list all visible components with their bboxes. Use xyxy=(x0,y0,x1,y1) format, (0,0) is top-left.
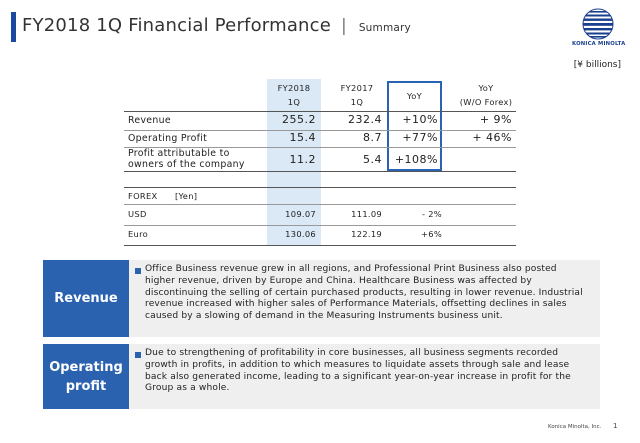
bullet-icon xyxy=(135,352,141,358)
header-fy2017-line2: 1Q xyxy=(350,97,364,107)
forex-usd-fy2017: 111.09 xyxy=(351,209,382,219)
forex-euro-yoy: +6% xyxy=(420,229,442,239)
forex-header-unit: [Yen] xyxy=(175,191,198,201)
operating-profit-panel-text: Due to strengthening of profitability in… xyxy=(145,348,595,395)
company-logo: KONICA MINOLTA xyxy=(572,8,626,52)
forex-header-rule xyxy=(124,204,516,205)
forex-euro-fy2017: 122.19 xyxy=(351,229,382,239)
row-revenue-fy2017: 232.4 xyxy=(348,113,382,126)
revenue-text-line: higher revenue, driven by Europe and Chi… xyxy=(145,275,532,286)
forex-euro-fy2018: 130.06 xyxy=(285,229,316,239)
row-profit-owners-label-line1: Profit attributable to xyxy=(128,148,230,159)
forex-header-label: FOREX xyxy=(128,191,158,201)
operating-profit-text-line: Group as a whole. xyxy=(145,383,230,394)
header-fy2018-line1: FY2018 xyxy=(277,83,311,93)
table-header-rule xyxy=(124,111,516,112)
header-fy2017-line1: FY2017 xyxy=(340,83,374,93)
operating-profit-text-line: Due to strengthening of profitability in… xyxy=(145,348,559,358)
row-operating-profit-yoy-forex: + 46% xyxy=(472,131,512,144)
row-revenue-yoy: +10% xyxy=(402,113,438,126)
header-yoy-forex-line1: YoY xyxy=(478,83,494,93)
row-profit-owners-label-line2: owners of the company xyxy=(128,159,245,170)
page-subtitle: Summary xyxy=(358,22,411,34)
forex-top-rule xyxy=(124,187,516,188)
header-yoy: YoY xyxy=(406,91,422,101)
fy2018-column-highlight xyxy=(267,79,321,246)
row-operating-profit-yoy: +77% xyxy=(402,131,438,144)
revenue-panel-text: Office Business revenue grew in all regi… xyxy=(145,264,595,323)
row-divider xyxy=(124,130,516,131)
forex-usd-fy2018: 109.07 xyxy=(285,209,316,219)
forex-euro-label: Euro xyxy=(128,229,149,239)
revenue-panel-label-text: Revenue xyxy=(54,291,118,306)
title-bar: FY2018 1Q Financial Performance | Summar… xyxy=(0,0,640,56)
row-divider xyxy=(124,147,516,148)
forex-usd-label: USD xyxy=(128,209,147,219)
operating-profit-label-line2: profit xyxy=(65,378,107,394)
revenue-panel-label: Revenue xyxy=(43,260,129,337)
title-accent-bar xyxy=(11,12,16,42)
table-bottom-rule xyxy=(124,171,516,172)
globe-logo-icon xyxy=(582,8,614,40)
title-separator: | xyxy=(340,16,347,36)
operating-profit-panel-label: Operating profit xyxy=(43,344,129,409)
row-operating-profit-label: Operating Profit xyxy=(128,133,208,144)
row-operating-profit-fy2017: 8.7 xyxy=(363,131,382,144)
row-revenue-fy2018: 255.2 xyxy=(282,113,316,126)
row-revenue-yoy-forex: + 9% xyxy=(479,113,512,126)
operating-profit-text-line: growth in profits, in addition to which … xyxy=(145,359,570,370)
revenue-text-line: discontinuing the selling of certain pur… xyxy=(145,287,583,298)
page-title: FY2018 1Q Financial Performance | Summar… xyxy=(22,15,411,36)
page-number: 1 xyxy=(613,422,618,430)
yoy-highlight-box xyxy=(387,81,442,171)
revenue-text-line: Office Business revenue grew in all regi… xyxy=(145,264,557,274)
forex-usd-yoy: - 2% xyxy=(422,209,442,219)
row-divider xyxy=(124,225,516,226)
bullet-icon xyxy=(135,268,141,274)
forex-bottom-rule xyxy=(124,245,516,246)
header-yoy-forex-line2: (W/O Forex) xyxy=(459,97,513,107)
row-revenue-label: Revenue xyxy=(128,115,171,126)
logo-wordmark: KONICA MINOLTA xyxy=(572,41,626,47)
footer-company: Konica Minolta, Inc. xyxy=(548,424,602,430)
row-profit-owners-fy2018: 11.2 xyxy=(289,153,316,166)
revenue-text-line: caused by a slowing of demand in the Mea… xyxy=(145,311,503,322)
title-text: FY2018 1Q Financial Performance xyxy=(22,15,332,36)
row-profit-owners-yoy: +108% xyxy=(394,153,438,166)
revenue-text-line: revenue increased with higher sales of P… xyxy=(145,299,567,310)
row-profit-owners-fy2017: 5.4 xyxy=(363,153,382,166)
units-label: [¥ billions] xyxy=(573,60,621,70)
operating-profit-label-line1: Operating xyxy=(49,359,123,375)
row-operating-profit-fy2018: 15.4 xyxy=(289,131,316,144)
header-fy2018-line2: 1Q xyxy=(287,97,301,107)
operating-profit-text-line: back also generated income, leading to a… xyxy=(145,371,571,382)
